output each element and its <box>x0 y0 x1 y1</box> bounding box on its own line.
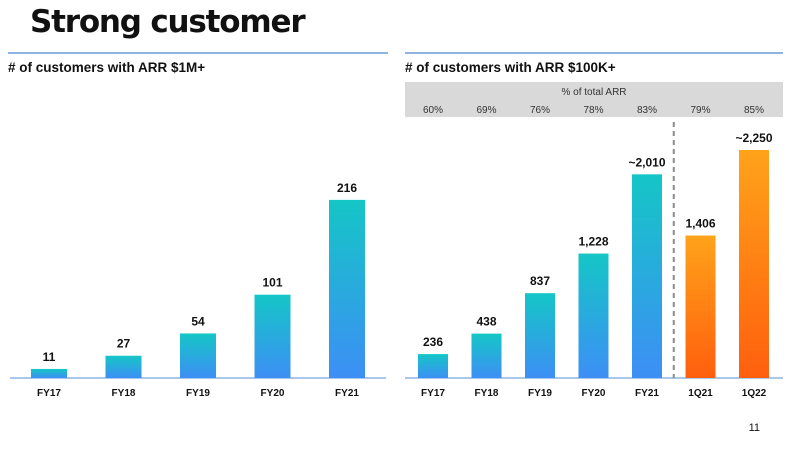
x-tick-1q22: 1Q22 <box>742 388 767 399</box>
chart-title-100k: # of customers with ARR $100K+ <box>405 60 616 75</box>
pct-label-fy20: 78% <box>583 105 603 116</box>
chart-panel-100k: # of customers with ARR $100K+ <box>405 52 783 75</box>
panel-divider <box>8 52 388 54</box>
data-label-fy18: 438 <box>476 315 496 329</box>
pct-label-fy17: 60% <box>423 105 443 116</box>
panel-divider <box>405 52 783 54</box>
bar-fy21 <box>632 174 662 378</box>
data-label-fy19: 837 <box>530 274 550 288</box>
x-tick-fy17: FY17 <box>421 388 445 399</box>
pct-label-fy21: 83% <box>637 105 657 116</box>
bar-fy21 <box>329 199 365 378</box>
bar-fy20 <box>254 294 291 378</box>
chart-title-1m: # of customers with ARR $1M+ <box>8 60 206 75</box>
pct-band-label: % of total ARR <box>561 87 626 98</box>
bar-1q21 <box>685 235 716 378</box>
x-tick-fy19: FY19 <box>186 388 210 399</box>
chart-100k-customers: % of total ARR 236 60% FY17 438 69% FY18 837 76%… <box>405 82 783 399</box>
data-label-fy21: 216 <box>337 181 357 195</box>
data-label-fy17: 236 <box>423 335 443 349</box>
data-label-fy18: 27 <box>117 337 131 351</box>
x-tick-fy19: FY19 <box>528 388 552 399</box>
pct-label-fy19: 76% <box>530 105 550 116</box>
bar-fy19 <box>525 293 555 378</box>
pct-label-1q21: 79% <box>690 105 710 116</box>
chart-1m-customers: 11 FY17 27 FY18 54 FY19 101 FY20 216 FY21 <box>10 181 386 399</box>
x-tick-fy18: FY18 <box>475 388 499 399</box>
x-tick-fy21: FY21 <box>635 388 659 399</box>
pct-label-1q22: 85% <box>744 105 764 116</box>
x-tick-fy17: FY17 <box>37 388 61 399</box>
x-tick-fy21: FY21 <box>335 388 359 399</box>
bar-1q22 <box>739 150 769 378</box>
pct-band <box>405 82 783 117</box>
data-label-fy20: 1,228 <box>578 235 608 249</box>
data-label-fy21: ~2,010 <box>628 155 665 169</box>
data-label-fy17: 11 <box>43 350 56 364</box>
pct-label-fy18: 69% <box>476 105 496 116</box>
data-label-fy19: 54 <box>191 314 205 328</box>
x-tick-fy20: FY20 <box>261 388 285 399</box>
chart-panel-1m: # of customers with ARR $1M+ <box>8 52 388 75</box>
bar-fy17 <box>31 368 67 378</box>
data-label-1q21: 1,406 <box>685 217 715 231</box>
data-label-1q22: ~2,250 <box>735 131 772 145</box>
page-number: 11 <box>748 422 760 434</box>
x-tick-fy20: FY20 <box>582 388 606 399</box>
x-tick-1q21: 1Q21 <box>688 388 713 399</box>
bar-fy18 <box>471 333 502 378</box>
bar-fy18 <box>105 355 142 378</box>
bar-fy17 <box>418 354 448 378</box>
bar-fy20 <box>578 253 609 378</box>
x-tick-fy18: FY18 <box>112 388 136 399</box>
bar-fy19 <box>180 333 216 378</box>
data-label-fy20: 101 <box>262 276 282 290</box>
slide-title: Strong customer <box>30 4 306 40</box>
